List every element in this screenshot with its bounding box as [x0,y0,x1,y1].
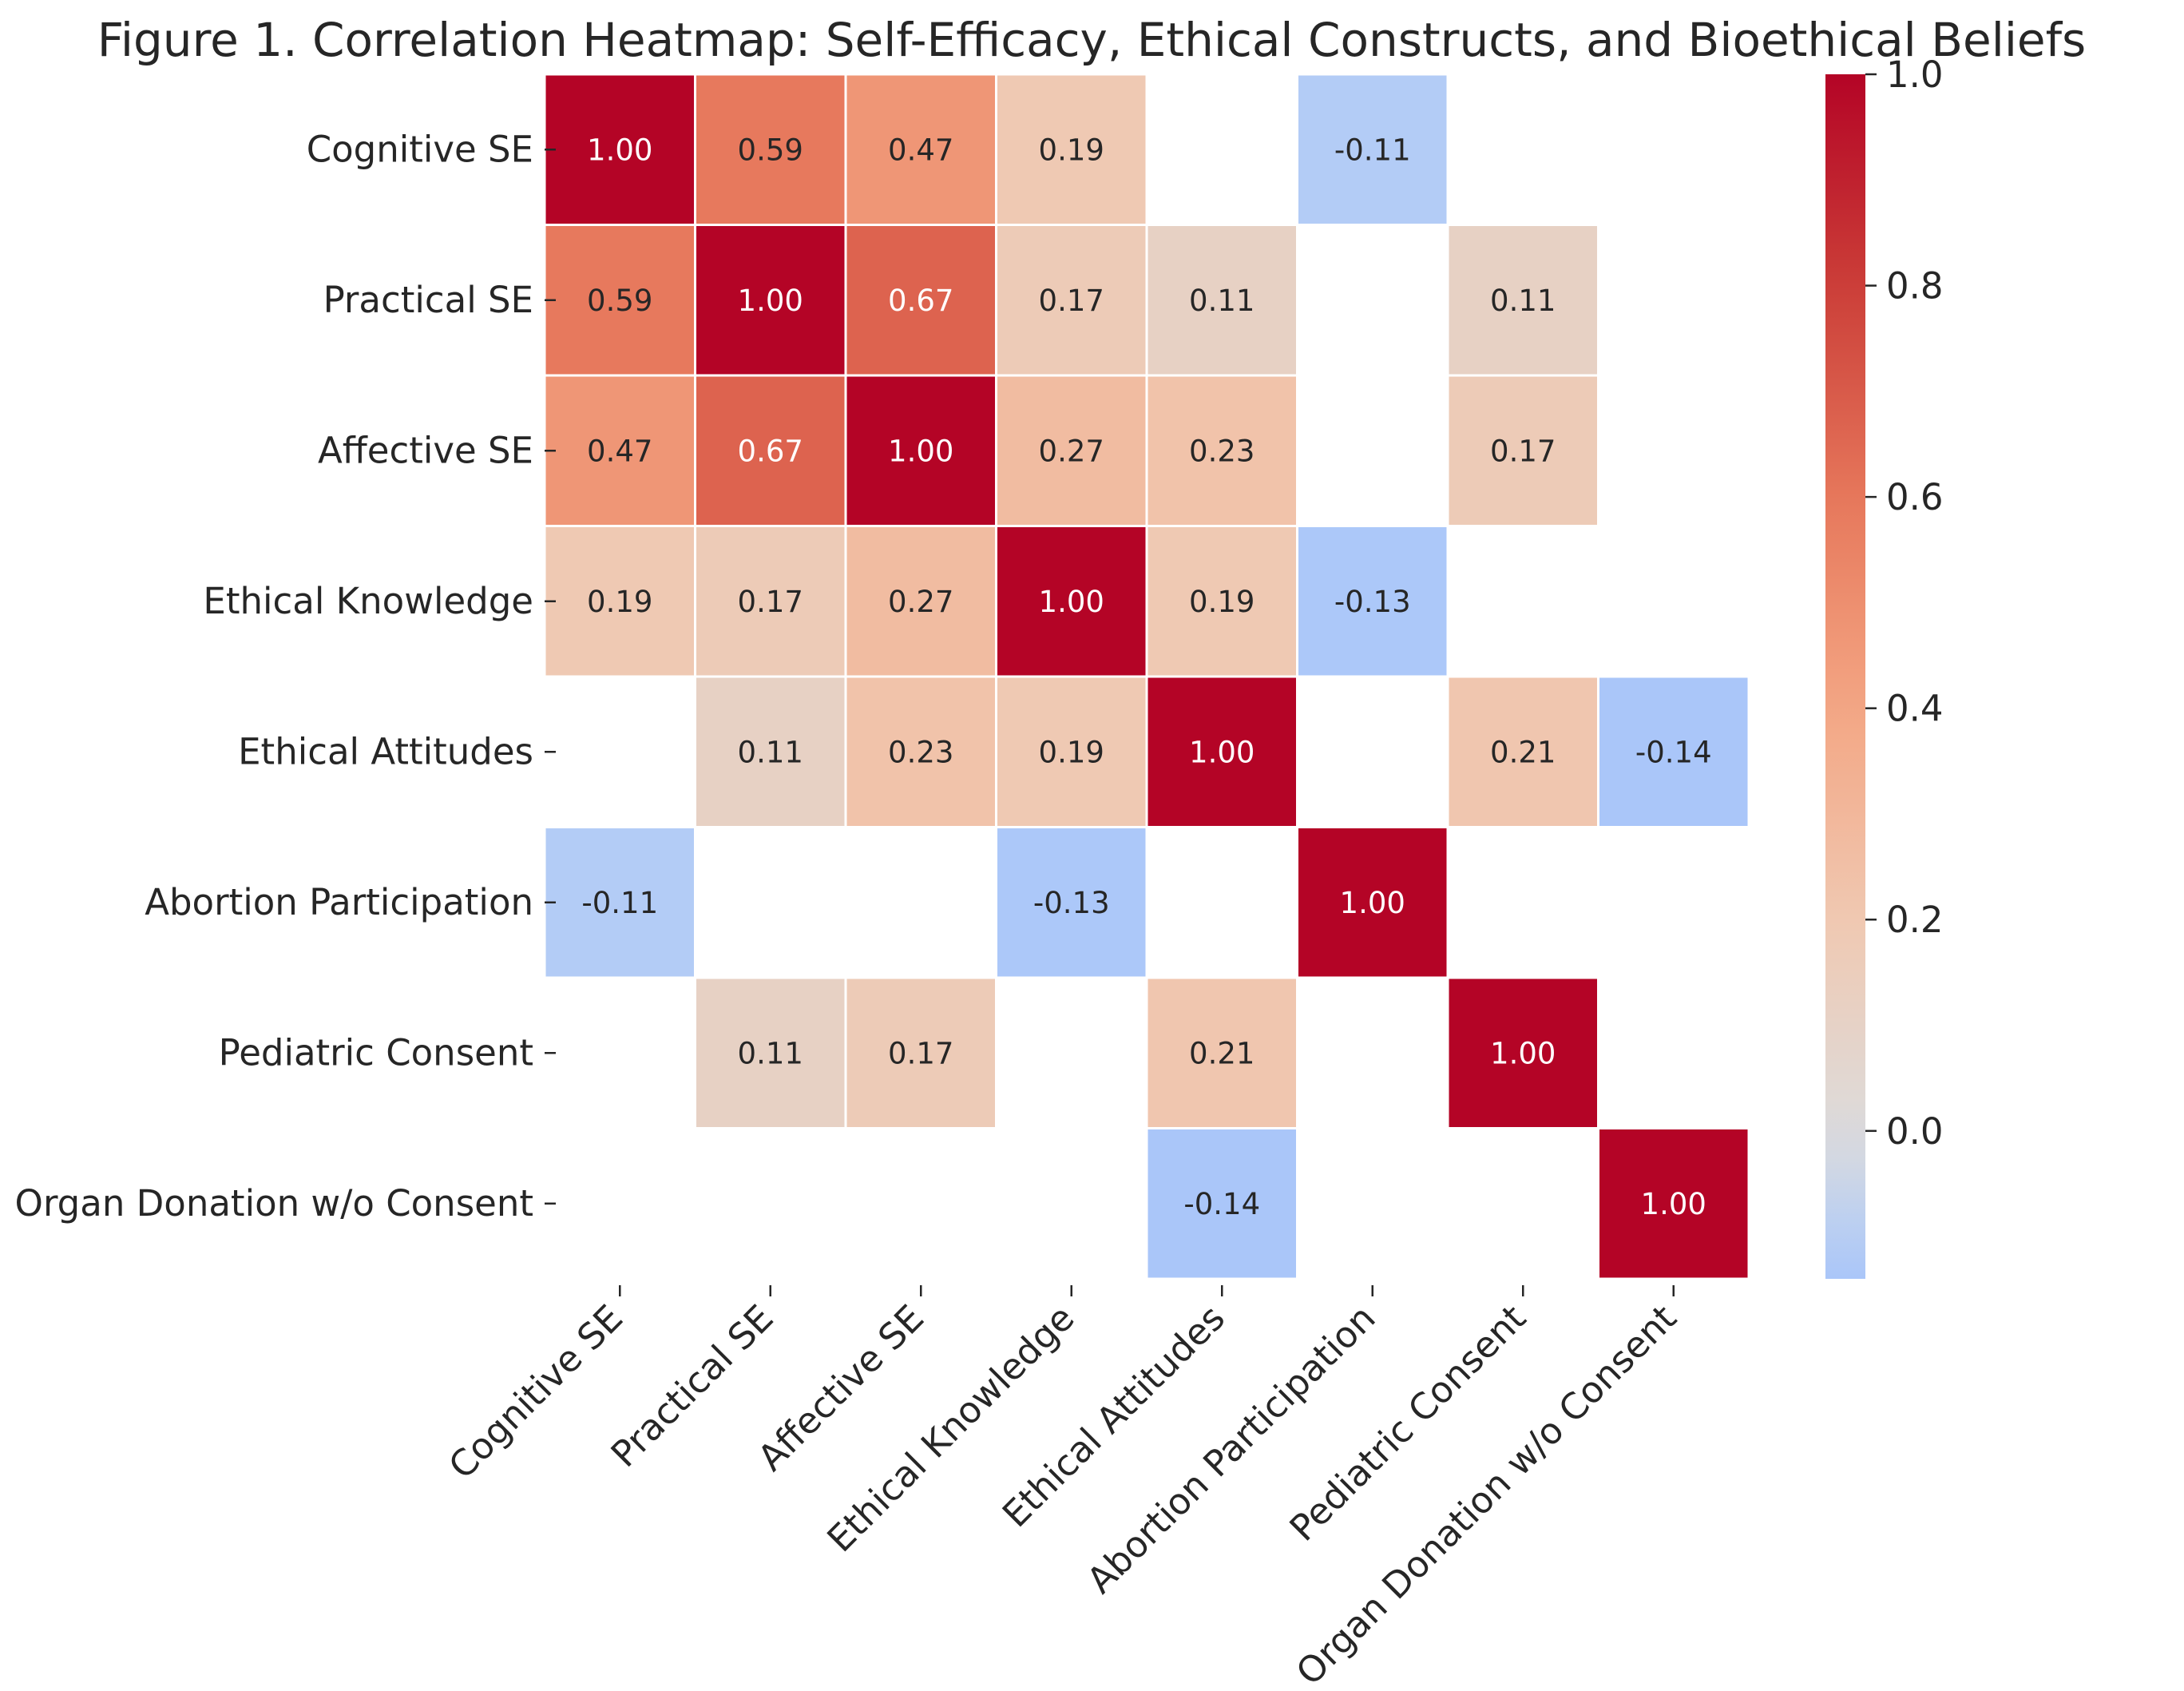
colorbar-tick-label: 0.0 [1886,1110,1944,1153]
row-labels: Cognitive SE Practical SE Affective SE Ethi… [15,128,556,1225]
cell-value-label: 0.11 [1490,284,1556,318]
cell-value-label: 1.00 [1039,585,1104,619]
heatmap-cell [1597,675,1750,828]
cell-value-label: 0.11 [1189,284,1255,318]
column-label: Cognitive SE [441,1296,632,1487]
column-label: Ethical Knowledge [819,1296,1083,1560]
row-label: Pediatric Consent [219,1031,533,1074]
cell-value-label: 1.00 [587,133,652,167]
cell-value-label: 0.19 [1039,735,1104,769]
colorbar-tick-label: 0.8 [1886,265,1944,308]
cell-value-label: -0.14 [1635,735,1712,769]
cell-value-label: 1.00 [738,284,803,318]
row-label: Practical SE [323,279,533,321]
row-label: Ethical Knowledge [203,580,533,622]
heatmap-cell [995,525,1148,678]
cell-value-label: 0.17 [738,585,803,619]
heatmap-cell [1296,826,1449,979]
cell-value-label: 0.17 [888,1036,953,1070]
row-label: Ethical Attitudes [238,730,533,772]
heatmap-cell [1145,525,1298,678]
heatmap-cell [844,374,997,527]
heatmap-cell [1296,525,1449,678]
column-label: Abortion Participation [1079,1296,1384,1602]
heatmap-cell [844,675,997,828]
heatmap-cell [694,73,847,226]
cell-value-label: 0.67 [888,284,953,318]
heatmap-cell [844,73,997,226]
colorbar-gradient [1825,74,1865,1279]
heatmap-cell [1145,374,1298,527]
cell-value-label: 0.17 [1490,434,1556,468]
cell-value-label: -0.14 [1183,1187,1260,1221]
row-label: Abortion Participation [145,881,533,923]
heatmap-cell [1446,374,1599,527]
cell-value-label: 0.21 [1490,735,1556,769]
cell-value-label: 0.17 [1039,284,1104,318]
cell-value-label: 0.19 [1189,585,1255,619]
row-label: Cognitive SE [307,128,533,170]
colorbar: 0.0 0.2 0.4 0.6 0.8 1.0 [1825,54,1944,1279]
cell-value-label: -0.13 [1033,886,1110,920]
heatmap-cell [1597,1127,1750,1280]
row-label: Affective SE [318,429,533,471]
cell-value-label: 0.11 [738,1036,803,1070]
colorbar-tick-label: 0.4 [1886,688,1944,730]
cell-value-label: 0.67 [738,434,803,468]
heatmap-cell [844,224,997,377]
heatmap-cell [1145,1127,1298,1280]
heatmap-cell [1446,675,1599,828]
cell-value-label: 0.19 [587,585,652,619]
colorbar-tick-label: 0.6 [1886,476,1944,518]
cell-value-label: 0.27 [888,585,953,619]
row-label: Organ Donation w/o Consent [15,1182,533,1225]
cell-value-label: -0.11 [581,886,658,920]
heatmap-cell [995,73,1148,226]
colorbar-tick-label: 1.0 [1886,54,1944,96]
cell-value-label: 0.27 [1039,434,1104,468]
cell-value-label: 0.21 [1189,1036,1255,1070]
heatmap-cell [1446,224,1599,377]
heatmap-cell [844,525,997,678]
cell-value-label: 1.00 [1490,1036,1556,1070]
cell-value-label: 1.00 [1340,886,1405,920]
heatmap-cell [844,976,997,1129]
cell-value-label: -0.13 [1334,585,1411,619]
cell-value-label: 1.00 [1641,1187,1706,1221]
cell-value-label: 0.59 [587,284,652,318]
cell-value-label: 0.23 [1189,434,1255,468]
heatmap-cell [694,525,847,678]
heatmap-cell [543,826,696,979]
heatmap-cell [1446,976,1599,1129]
cell-value-label: 1.00 [888,434,953,468]
colorbar-tick-label: 0.2 [1886,899,1944,941]
cell-value-label: 0.23 [888,735,953,769]
chart-title: Figure 1. Correlation Heatmap: Self-Effi… [97,13,2087,67]
heatmap-cell [1145,224,1298,377]
heatmap-cells: 1.00 0.59 0.47 0.19 -0.11 0.59 1.00 0.67 0.17 0.1… [543,73,1750,1280]
cell-value-label: 0.47 [587,434,652,468]
cell-value-label: 0.11 [738,735,803,769]
cell-value-label: 0.19 [1039,133,1104,167]
heatmap-cell [543,374,696,527]
heatmap-cell [543,73,696,226]
cell-value-label: -0.11 [1334,133,1411,167]
heatmap-cell [1296,73,1449,226]
cell-value-label: 0.59 [738,133,803,167]
cell-value-label: 1.00 [1189,735,1255,769]
heatmap-cell [995,826,1148,979]
heatmap-cell [1145,675,1298,828]
cell-value-label: 0.47 [888,133,953,167]
